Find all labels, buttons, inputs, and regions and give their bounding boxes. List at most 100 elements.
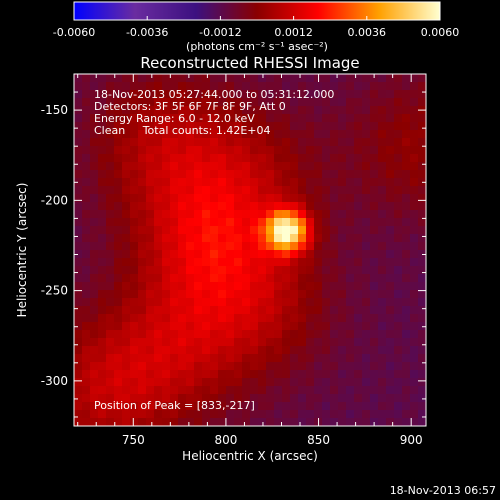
heatmap-cell — [346, 266, 355, 275]
heatmap-cell — [194, 82, 203, 91]
heatmap-cell — [362, 90, 371, 99]
heatmap-cell — [122, 402, 131, 411]
heatmap-cell — [146, 370, 155, 379]
heatmap-cell — [290, 210, 299, 219]
heatmap-cell — [218, 386, 227, 395]
heatmap-cell — [114, 274, 123, 283]
heatmap-cell — [386, 322, 395, 331]
heatmap-cell — [98, 330, 107, 339]
heatmap-cell — [154, 402, 163, 411]
heatmap-cell — [242, 266, 251, 275]
heatmap-cell — [410, 106, 419, 115]
heatmap-cell — [154, 122, 163, 131]
heatmap-cell — [138, 98, 147, 107]
heatmap-cell — [386, 154, 395, 163]
heatmap-cell — [354, 90, 363, 99]
heatmap-cell — [162, 314, 171, 323]
heatmap-cell — [234, 418, 243, 426]
heatmap-cell — [82, 322, 91, 331]
heatmap-cell — [154, 114, 163, 123]
heatmap-cell — [306, 210, 315, 219]
heatmap-cell — [322, 394, 331, 403]
heatmap-cell — [138, 210, 147, 219]
heatmap-cell — [314, 202, 323, 211]
heatmap-cell — [402, 266, 411, 275]
heatmap-cell — [106, 290, 115, 299]
heatmap-cell — [114, 322, 123, 331]
heatmap-cell — [330, 234, 339, 243]
heatmap-cell — [378, 290, 387, 299]
heatmap-cell — [154, 394, 163, 403]
heatmap-cell — [354, 146, 363, 155]
heatmap-cell — [138, 362, 147, 371]
heatmap-cell — [290, 266, 299, 275]
heatmap-cell — [114, 346, 123, 355]
heatmap-cell — [74, 314, 83, 323]
heatmap-cell — [306, 114, 315, 123]
heatmap-cell — [242, 154, 251, 163]
heatmap-cell — [106, 346, 115, 355]
heatmap-cell — [210, 386, 219, 395]
heatmap-cell — [146, 418, 155, 426]
heatmap-cell — [266, 394, 275, 403]
heatmap-cell — [322, 274, 331, 283]
heatmap-cell — [250, 90, 259, 99]
heatmap-cell — [170, 266, 179, 275]
heatmap-cell — [362, 202, 371, 211]
heatmap-cell — [74, 258, 83, 267]
heatmap-cell — [114, 226, 123, 235]
heatmap-cell — [226, 202, 235, 211]
heatmap-cell — [90, 282, 99, 291]
colorbar-unit-label: (photons cm⁻² s⁻¹ asec⁻²) — [186, 40, 328, 53]
heatmap-cell — [242, 346, 251, 355]
heatmap-cell — [82, 146, 91, 155]
heatmap-cell — [290, 218, 299, 227]
heatmap-cell — [242, 290, 251, 299]
heatmap-cell — [234, 98, 243, 107]
heatmap-cell — [138, 90, 147, 99]
heatmap-cell — [146, 274, 155, 283]
heatmap-cell — [226, 234, 235, 243]
heatmap-cell — [266, 226, 275, 235]
heatmap-cell — [354, 330, 363, 339]
heatmap-cell — [338, 322, 347, 331]
heatmap-cell — [402, 418, 411, 426]
heatmap-cell — [178, 146, 187, 155]
heatmap-cell — [290, 170, 299, 179]
heatmap-cell — [282, 274, 291, 283]
heatmap-cell — [314, 274, 323, 283]
heatmap-cell — [162, 146, 171, 155]
heatmap-cell — [386, 338, 395, 347]
heatmap-cell — [362, 362, 371, 371]
heatmap-cell — [226, 130, 235, 139]
heatmap-cell — [274, 418, 283, 426]
heatmap-cell — [274, 250, 283, 259]
heatmap-cell — [402, 154, 411, 163]
heatmap-cell — [146, 114, 155, 123]
heatmap-cell — [410, 370, 419, 379]
heatmap-cell — [418, 218, 426, 227]
plot-frame — [73, 73, 427, 427]
heatmap-cell — [298, 274, 307, 283]
heatmap-cell — [218, 186, 227, 195]
heatmap-cell — [250, 250, 259, 259]
heatmap-cell — [370, 202, 379, 211]
heatmap-cell — [258, 258, 267, 267]
heatmap-cell — [290, 194, 299, 203]
heatmap-cell — [274, 258, 283, 267]
heatmap-cell — [122, 202, 131, 211]
heatmap-cell — [418, 202, 426, 211]
heatmap-cell — [354, 362, 363, 371]
heatmap-cell — [234, 122, 243, 131]
heatmap-cell — [138, 250, 147, 259]
heatmap-cell — [378, 402, 387, 411]
heatmap-cell — [298, 90, 307, 99]
heatmap-cell — [250, 418, 259, 426]
heatmap-cell — [282, 146, 291, 155]
heatmap-cell — [130, 178, 139, 187]
heatmap-cell — [170, 130, 179, 139]
heatmap-cell — [362, 354, 371, 363]
heatmap-cell — [306, 218, 315, 227]
heatmap-cell — [122, 170, 131, 179]
heatmap-cell — [386, 130, 395, 139]
